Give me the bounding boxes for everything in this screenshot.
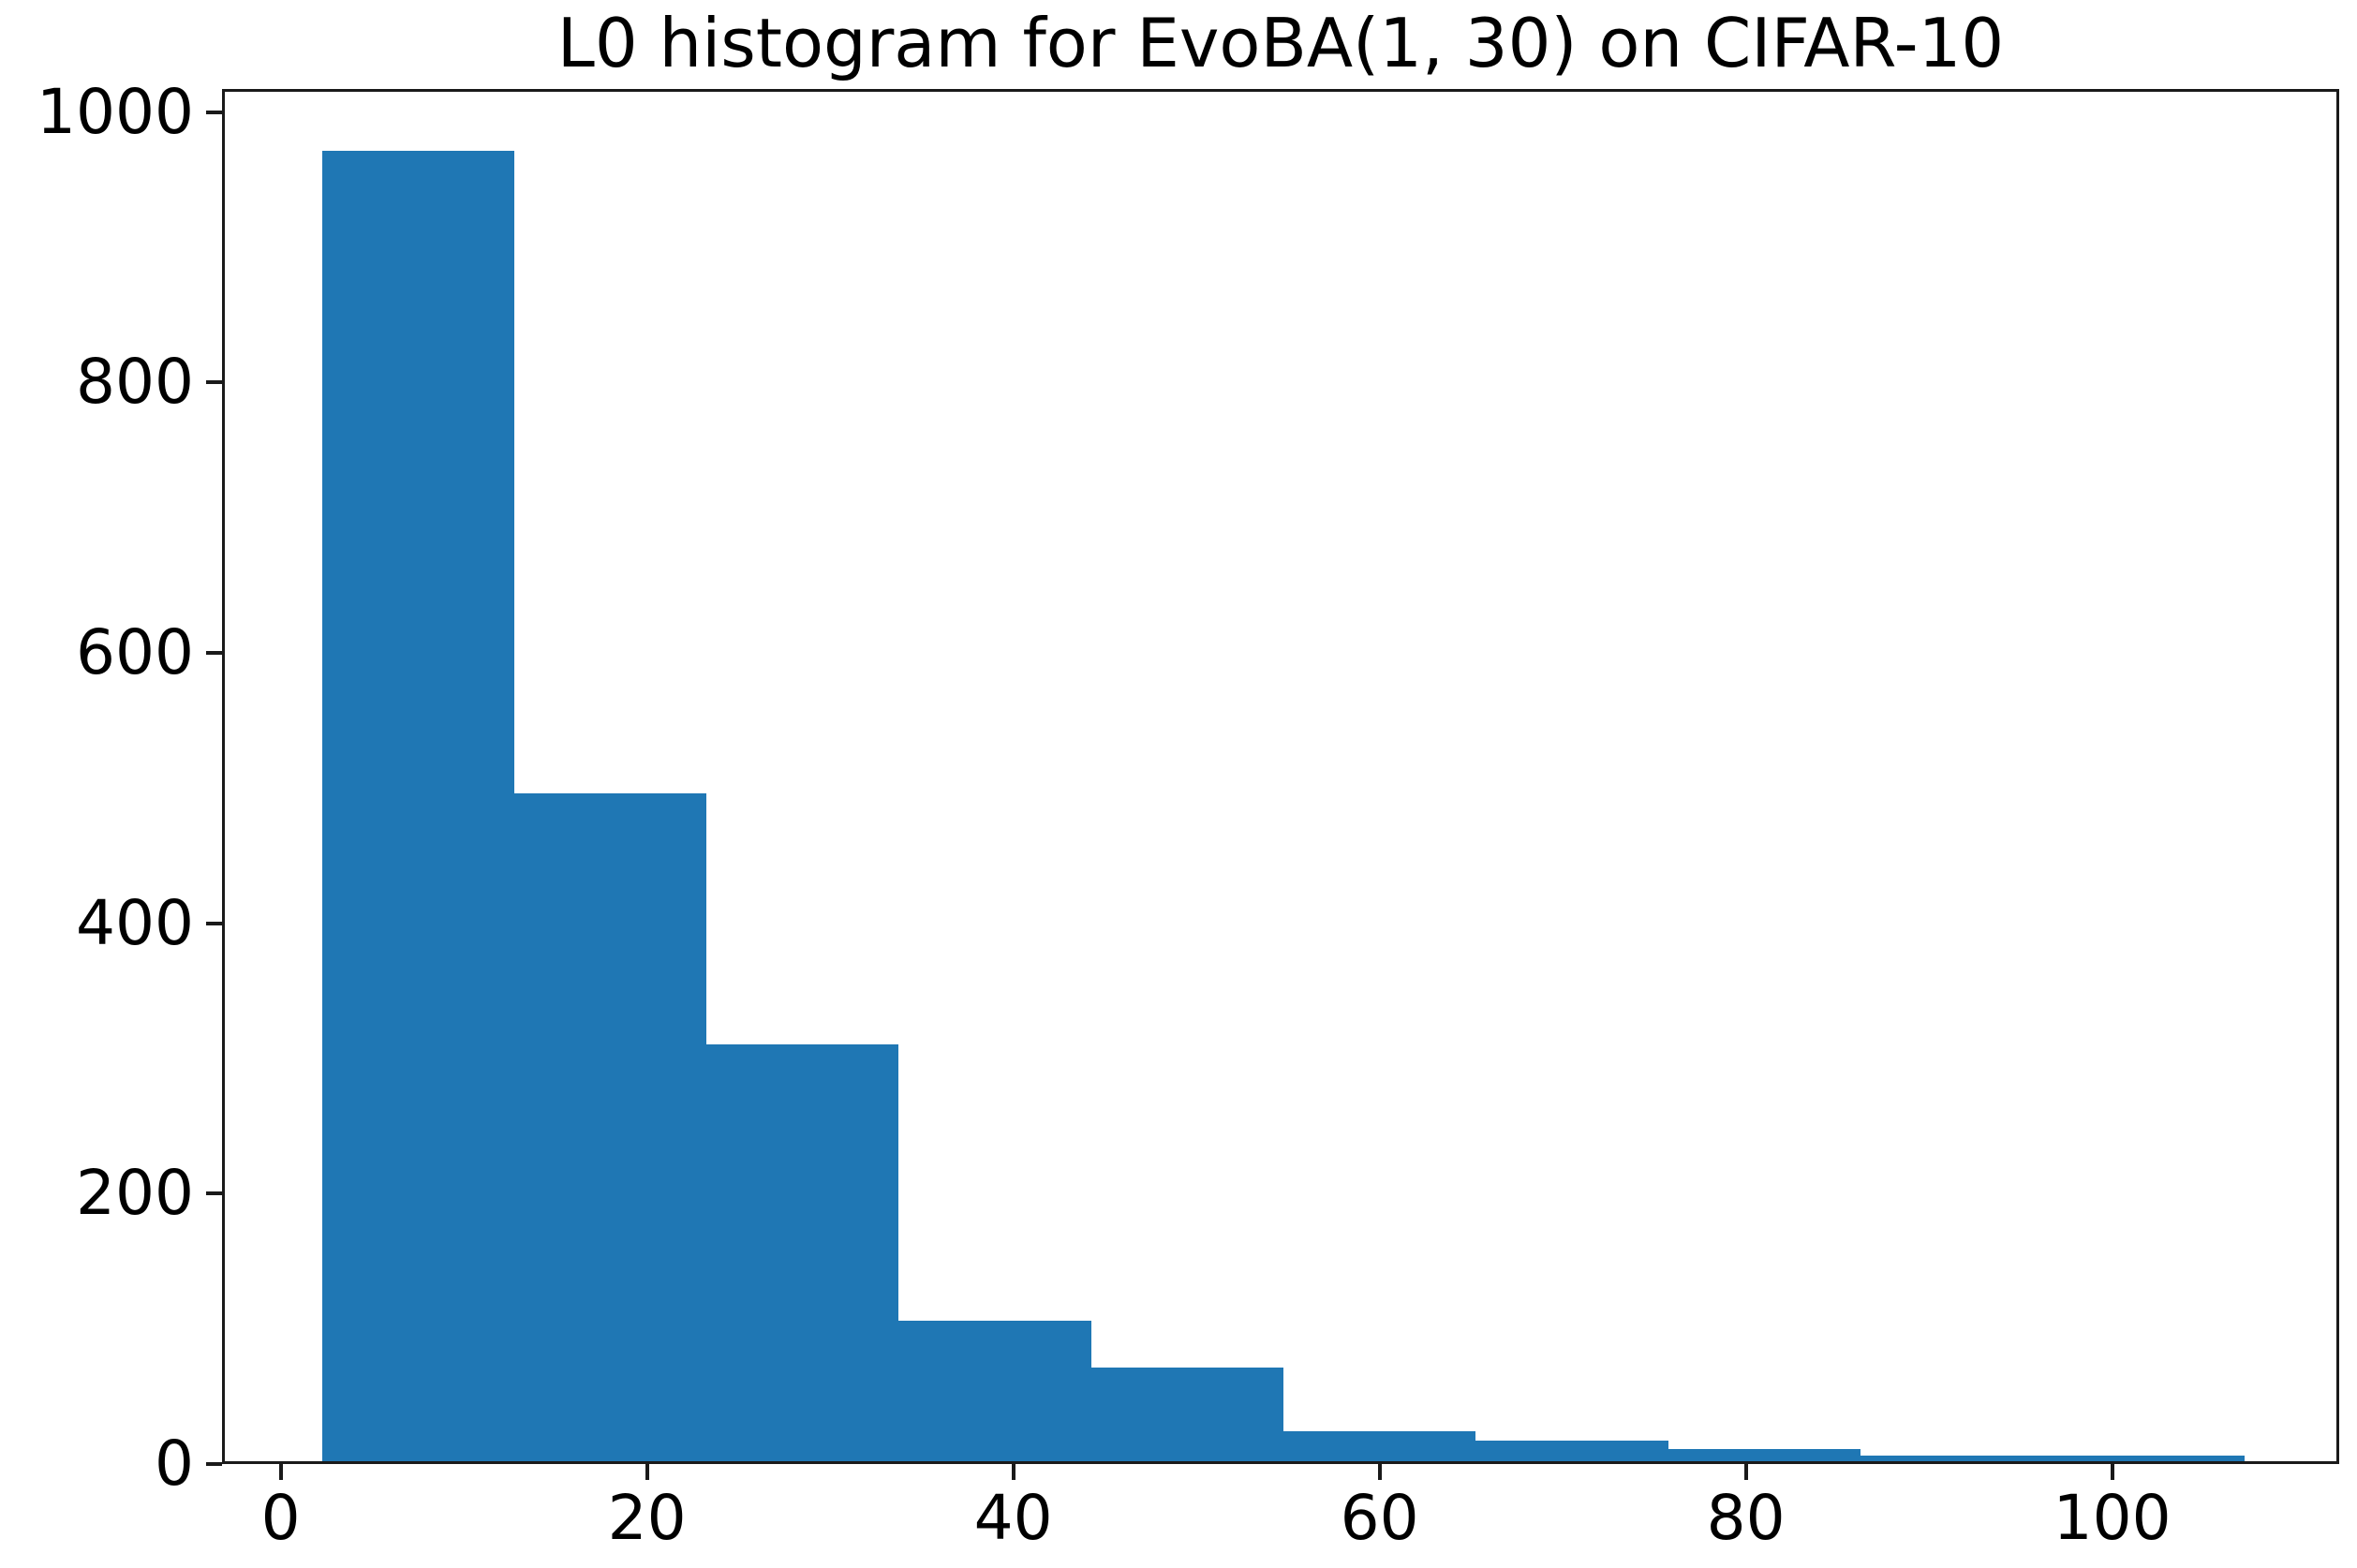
x-axis-tick-label: 0 xyxy=(260,1482,301,1554)
x-axis-tick-mark xyxy=(278,1464,283,1480)
y-axis-tick-mark xyxy=(206,380,222,385)
histogram-bars xyxy=(225,92,2336,1461)
histogram-bar xyxy=(1283,1431,1476,1461)
histogram-bar xyxy=(513,792,707,1461)
x-axis-tick-mark xyxy=(645,1464,649,1480)
y-axis-tick-mark xyxy=(206,1191,222,1196)
x-axis-tick-mark xyxy=(1011,1464,1015,1480)
histogram-bar xyxy=(321,151,514,1461)
x-axis-tick-label: 100 xyxy=(2053,1482,2172,1554)
histogram-bar xyxy=(898,1320,1091,1461)
y-axis-tick-label: 200 xyxy=(76,1157,194,1230)
histogram-bar xyxy=(1860,1456,2053,1461)
histogram-bar xyxy=(2053,1456,2246,1461)
x-axis-tick-label: 60 xyxy=(1340,1482,1419,1554)
y-axis-tick-label: 0 xyxy=(155,1427,194,1500)
x-axis-tick-mark xyxy=(1377,1464,1382,1480)
histogram-bar xyxy=(1668,1449,1860,1461)
chart-title: L0 histogram for EvoBA(1, 30) on CIFAR-1… xyxy=(556,4,2005,82)
histogram-bar xyxy=(706,1044,899,1461)
y-axis-tick-label: 1000 xyxy=(37,75,194,148)
x-axis-tick-label: 20 xyxy=(607,1482,687,1554)
histogram-bar xyxy=(1475,1441,1668,1461)
y-axis-tick-mark xyxy=(206,921,222,925)
x-axis-tick-label: 40 xyxy=(973,1482,1053,1554)
x-axis-tick-mark xyxy=(2110,1464,2114,1480)
y-axis-tick-mark xyxy=(206,1462,222,1466)
y-axis-tick-label: 600 xyxy=(76,615,194,688)
y-axis-tick-mark xyxy=(206,650,222,655)
y-axis-tick-label: 400 xyxy=(76,886,194,959)
histogram-bar xyxy=(1090,1368,1283,1461)
y-axis-tick-label: 800 xyxy=(76,346,194,419)
x-axis-tick-label: 80 xyxy=(1706,1482,1786,1554)
y-axis-tick-mark xyxy=(206,110,222,114)
plot-area xyxy=(222,89,2339,1464)
x-axis-tick-mark xyxy=(1743,1464,1748,1480)
